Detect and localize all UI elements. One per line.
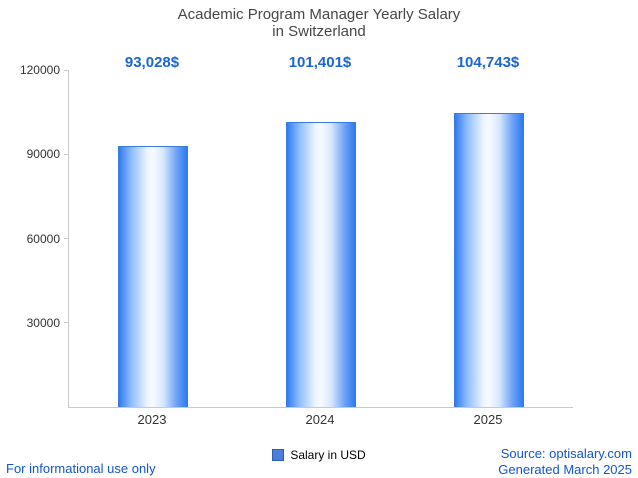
bar-2024 <box>286 122 356 407</box>
chart-title: Academic Program Manager Yearly Salary i… <box>0 6 638 40</box>
x-tick-label: 2025 <box>473 412 503 427</box>
y-axis-tick: 60000 <box>27 232 69 246</box>
y-axis-tick: 120000 <box>20 63 69 77</box>
y-tick-mark <box>64 238 69 239</box>
y-axis-tick: 30000 <box>27 316 69 330</box>
y-tick-mark <box>64 69 69 71</box>
bar-slot <box>237 70 405 407</box>
bar-value-label: 93,028$ <box>124 54 180 71</box>
bar-slot <box>405 70 573 407</box>
bar-2023 <box>118 145 188 407</box>
x-tick-label: 2024 <box>305 412 335 427</box>
legend-swatch-icon <box>272 449 285 461</box>
chart-title-line2: in Switzerland <box>272 23 366 40</box>
bar-slot <box>69 70 237 407</box>
y-tick-label: 120000 <box>19 63 60 77</box>
y-tick-label: 90000 <box>26 147 60 162</box>
bar-2025 <box>454 112 524 407</box>
plot-area: 120000 90000 60000 30000 <box>20 63 573 408</box>
bar-value-labels: 93,028$ 101,401$ 104,743$ <box>68 54 572 71</box>
bar-value-label: 101,401$ <box>288 54 352 71</box>
legend-label: Salary in USD <box>290 448 366 462</box>
y-tick-mark <box>64 153 69 155</box>
y-tick-mark <box>64 322 69 324</box>
source-link[interactable]: Source: optisalary.com <box>500 446 632 461</box>
y-tick-label: 30000 <box>26 315 60 330</box>
generated-date: Generated March 2025 <box>498 462 632 477</box>
y-axis-tick: 90000 <box>27 147 69 161</box>
y-tick-label: 60000 <box>26 231 60 246</box>
disclaimer-text: For informational use only <box>6 461 156 476</box>
chart-title-line1: Academic Program Manager Yearly Salary <box>177 6 461 23</box>
bar-value-label: 104,743$ <box>456 54 520 71</box>
x-axis-labels: 2023 2024 2025 <box>68 412 572 427</box>
x-tick-label: 2023 <box>137 412 167 427</box>
bars-container <box>69 70 573 407</box>
source-block: Source: optisalary.com Generated March 2… <box>498 446 632 478</box>
legend: Salary in USD <box>0 448 638 462</box>
